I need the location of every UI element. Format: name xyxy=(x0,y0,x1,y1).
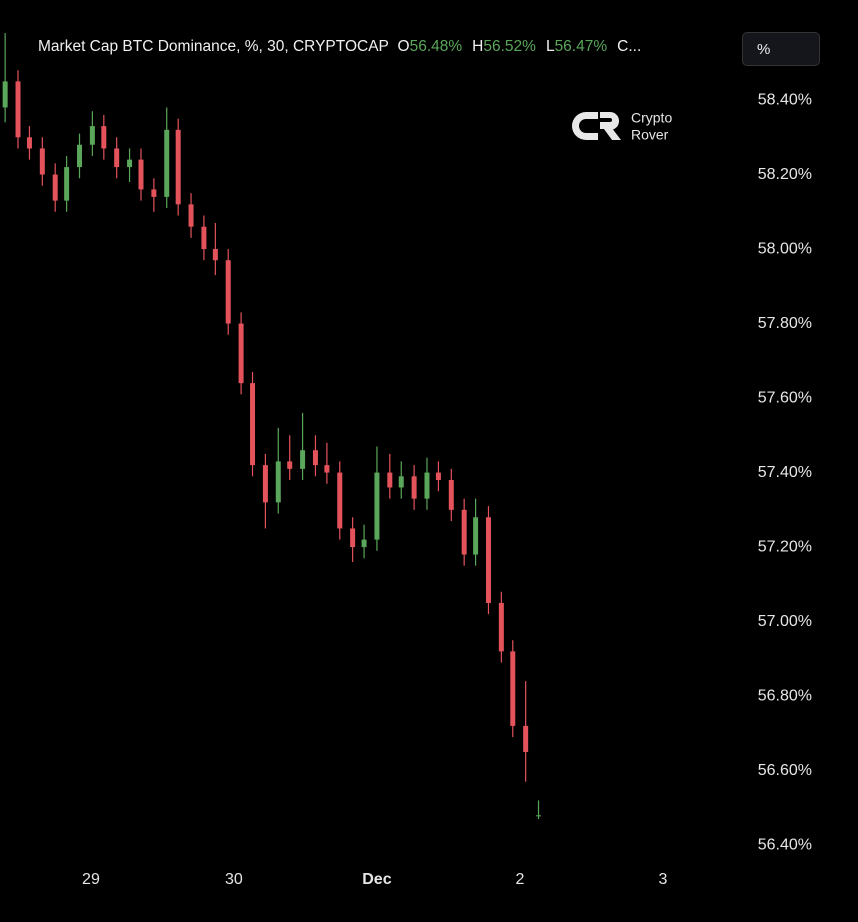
x-tick-label: 29 xyxy=(82,871,100,888)
legend-key: H xyxy=(472,38,484,55)
candle-body xyxy=(398,476,404,488)
candle-body xyxy=(510,651,516,726)
candle-body xyxy=(101,126,107,149)
y-tick-label: 57.20% xyxy=(758,538,812,555)
y-tick-label: 57.40% xyxy=(758,464,812,481)
candle-body xyxy=(212,249,218,261)
candle-body xyxy=(350,528,356,548)
x-tick-label: Dec xyxy=(362,871,391,888)
legend-key: O xyxy=(397,38,410,55)
candle-body xyxy=(114,148,120,168)
x-tick-label: 30 xyxy=(225,871,243,888)
legend-more: C... xyxy=(617,38,642,55)
chart-title: Market Cap BTC Dominance, %, 30, CRYPTOC… xyxy=(38,38,389,55)
candle-body xyxy=(164,129,170,197)
y-tick-label: 57.60% xyxy=(758,389,812,406)
unit-button[interactable]: % xyxy=(742,32,820,66)
candle-body xyxy=(52,174,58,201)
candle-body xyxy=(262,465,268,503)
y-tick-label: 58.20% xyxy=(758,166,812,183)
y-tick-label: 58.40% xyxy=(758,91,812,108)
candle-body xyxy=(523,725,529,752)
candle-body xyxy=(238,323,244,384)
candle-body xyxy=(201,226,207,250)
candle-body xyxy=(151,189,157,197)
candle-body xyxy=(374,472,380,540)
candle-body xyxy=(64,167,70,201)
candle-body xyxy=(250,383,256,466)
candle-body xyxy=(411,476,417,499)
y-tick-label: 58.00% xyxy=(758,240,812,257)
candle-body xyxy=(424,472,430,499)
legend-value: 56.52% xyxy=(483,38,536,55)
y-tick-label: 56.80% xyxy=(758,687,812,704)
candle-body xyxy=(77,144,83,168)
candle-body xyxy=(473,517,479,555)
candle-body xyxy=(337,472,343,529)
y-tick-label: 56.60% xyxy=(758,762,812,779)
candle-body xyxy=(2,81,8,108)
candle-body xyxy=(26,137,32,149)
watermark-logo xyxy=(572,111,621,140)
legend-key: L xyxy=(545,38,555,55)
candle-body xyxy=(312,450,318,466)
x-tick-label: 2 xyxy=(515,871,524,888)
x-tick-label: 3 xyxy=(658,871,667,888)
candle-body xyxy=(300,450,306,469)
legend-value: 56.47% xyxy=(554,38,608,55)
watermark-text: Rover xyxy=(631,127,669,143)
candle-body xyxy=(138,159,144,190)
candle-body xyxy=(324,465,330,473)
candle-body xyxy=(188,204,194,227)
candle-body xyxy=(225,260,231,324)
candle-body xyxy=(275,461,281,503)
candle-body xyxy=(15,81,21,138)
y-tick-label: 57.80% xyxy=(758,315,812,332)
candle-body xyxy=(361,539,367,548)
y-tick-label: 56.40% xyxy=(758,836,812,853)
candle-body xyxy=(461,509,467,555)
candle-body xyxy=(498,602,504,652)
chart-header: Market Cap BTC Dominance, %, 30, CRYPTOC… xyxy=(38,38,641,56)
candle-body xyxy=(435,472,441,481)
candle-body xyxy=(89,126,95,145)
watermark-text: Crypto xyxy=(631,110,672,126)
candle-body xyxy=(287,461,293,469)
candle-body xyxy=(536,815,542,817)
legend-value: 56.48% xyxy=(409,38,463,55)
candle-body xyxy=(175,129,181,205)
y-tick-label: 57.00% xyxy=(758,613,812,630)
candle-body xyxy=(387,472,393,488)
candle-body xyxy=(485,517,491,603)
candle-body xyxy=(39,148,45,175)
candle-body xyxy=(127,159,133,168)
candle-body xyxy=(448,480,454,510)
